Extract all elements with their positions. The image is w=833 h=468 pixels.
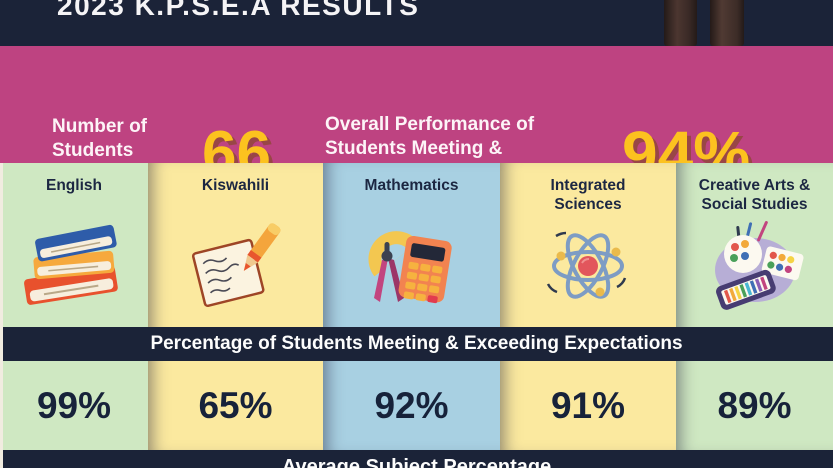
subject-columns: English — [0, 163, 833, 450]
header-band: 2023 K.P.S.E.A RESULTS — [0, 0, 833, 46]
notepad-pencil-icon — [148, 212, 323, 316]
subject-score-mathematics: 92% — [374, 384, 449, 426]
subject-column-kiswahili: Kiswahili — [148, 163, 323, 450]
art-supplies-icon — [676, 212, 833, 316]
student-photo-leg-left — [664, 0, 697, 46]
subject-score-kiswahili: 65% — [198, 384, 273, 426]
subject-name: Kiswahili — [201, 177, 270, 194]
calculator-geometry-icon — [323, 212, 500, 316]
summary-band: Number of Students Assessed 66 Overall P… — [0, 46, 833, 186]
subject-column-integrated-sciences: Integrated Sciences — [500, 163, 676, 450]
subject-name: Mathematics — [364, 177, 459, 194]
subject-score-english: 99% — [36, 384, 112, 426]
subject-name: English — [46, 177, 102, 194]
page-title: 2023 K.P.S.E.A RESULTS — [57, 0, 420, 21]
student-photo-leg-right — [710, 0, 744, 46]
subject-column-mathematics: Mathematics — [323, 163, 500, 450]
percentage-band-label: Percentage of Students Meeting & Exceedi… — [150, 333, 683, 354]
subject-score-creative-arts: 89% — [717, 384, 792, 426]
average-band-label: Average Subject Percentage — [281, 456, 552, 468]
subject-column-creative-arts: Creative Arts & Social Studies — [676, 163, 833, 450]
percentage-row: 99% 65% 92% 91% 89% — [0, 361, 833, 450]
page-left-edge — [0, 163, 3, 468]
atom-icon — [500, 212, 676, 316]
subject-name: Creative Arts & Social Studies — [698, 177, 811, 214]
subject-column-english: English — [0, 163, 148, 450]
books-icon — [0, 212, 148, 316]
percentage-band: Percentage of Students Meeting & Exceedi… — [0, 327, 833, 361]
average-band: Average Subject Percentage — [0, 450, 833, 468]
subject-score-integrated-sciences: 91% — [550, 384, 626, 426]
subject-name: Integrated Sciences — [550, 177, 626, 214]
